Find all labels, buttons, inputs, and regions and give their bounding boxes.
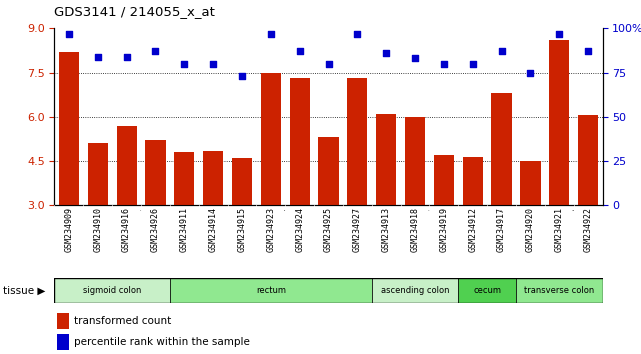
Bar (347, 79, 367, 205)
Text: GSM234918: GSM234918 (410, 207, 420, 252)
Text: GSM234915: GSM234915 (237, 207, 247, 252)
Bar (232, 158, 252, 205)
Point (93, 54, 103, 59)
Point (467, 61, 478, 67)
Point (122, 54, 132, 59)
Bar (57, 313, 69, 329)
Text: GSM234921: GSM234921 (554, 207, 564, 252)
Point (294, 48, 305, 54)
Bar (59, 52, 79, 205)
Bar (117, 126, 137, 205)
Bar (376, 114, 396, 205)
Text: GSM234914: GSM234914 (208, 207, 218, 252)
Text: GSM234922: GSM234922 (583, 207, 593, 252)
Point (496, 48, 506, 54)
Point (323, 61, 333, 67)
Point (150, 48, 160, 54)
Bar (57, 334, 69, 350)
Bar (463, 156, 483, 205)
Text: GSM234924: GSM234924 (295, 207, 304, 252)
Point (265, 31, 276, 36)
Bar (578, 115, 598, 205)
Text: transverse colon: transverse colon (524, 286, 594, 295)
Text: GSM234919: GSM234919 (439, 207, 449, 252)
Text: GSM234925: GSM234925 (324, 207, 333, 252)
Text: GSM234927: GSM234927 (353, 207, 362, 252)
Point (353, 31, 363, 36)
Text: GSM234920: GSM234920 (526, 207, 535, 252)
Text: GSM234916: GSM234916 (122, 207, 131, 252)
Point (64, 31, 74, 36)
Point (179, 61, 190, 67)
Bar (458, 278, 516, 303)
Bar (516, 278, 603, 303)
Point (583, 48, 594, 54)
Point (237, 73, 247, 79)
Bar (261, 73, 281, 205)
Text: ascending colon: ascending colon (381, 286, 449, 295)
Bar (492, 93, 512, 205)
Bar (372, 278, 458, 303)
Point (410, 56, 420, 61)
Point (438, 61, 449, 67)
Text: rectum: rectum (256, 286, 286, 295)
Bar (203, 151, 223, 205)
Text: GSM234909: GSM234909 (64, 207, 74, 252)
Text: GSM234923: GSM234923 (266, 207, 276, 252)
Point (381, 50, 391, 56)
Bar (434, 155, 454, 205)
Bar (520, 161, 540, 205)
Bar (88, 143, 108, 205)
Bar (290, 79, 310, 205)
Bar (319, 137, 338, 205)
Text: tissue ▶: tissue ▶ (3, 286, 46, 296)
Text: percentile rank within the sample: percentile rank within the sample (74, 337, 249, 348)
Point (525, 70, 535, 75)
Text: transformed count: transformed count (74, 316, 171, 326)
Text: GSM234912: GSM234912 (468, 207, 478, 252)
Text: GSM234913: GSM234913 (381, 207, 391, 252)
Bar (54, 278, 170, 303)
Point (208, 61, 218, 67)
Bar (146, 141, 165, 205)
Bar (405, 117, 425, 205)
Text: GSM234910: GSM234910 (93, 207, 103, 252)
Bar (174, 152, 194, 205)
Text: GSM234911: GSM234911 (179, 207, 189, 252)
Point (554, 31, 564, 36)
Bar (170, 278, 372, 303)
Text: cecum: cecum (473, 286, 501, 295)
Bar (549, 40, 569, 205)
Text: GSM234926: GSM234926 (151, 207, 160, 252)
Text: GSM234917: GSM234917 (497, 207, 506, 252)
Text: GDS3141 / 214055_x_at: GDS3141 / 214055_x_at (54, 5, 215, 18)
Text: sigmoid colon: sigmoid colon (83, 286, 142, 295)
